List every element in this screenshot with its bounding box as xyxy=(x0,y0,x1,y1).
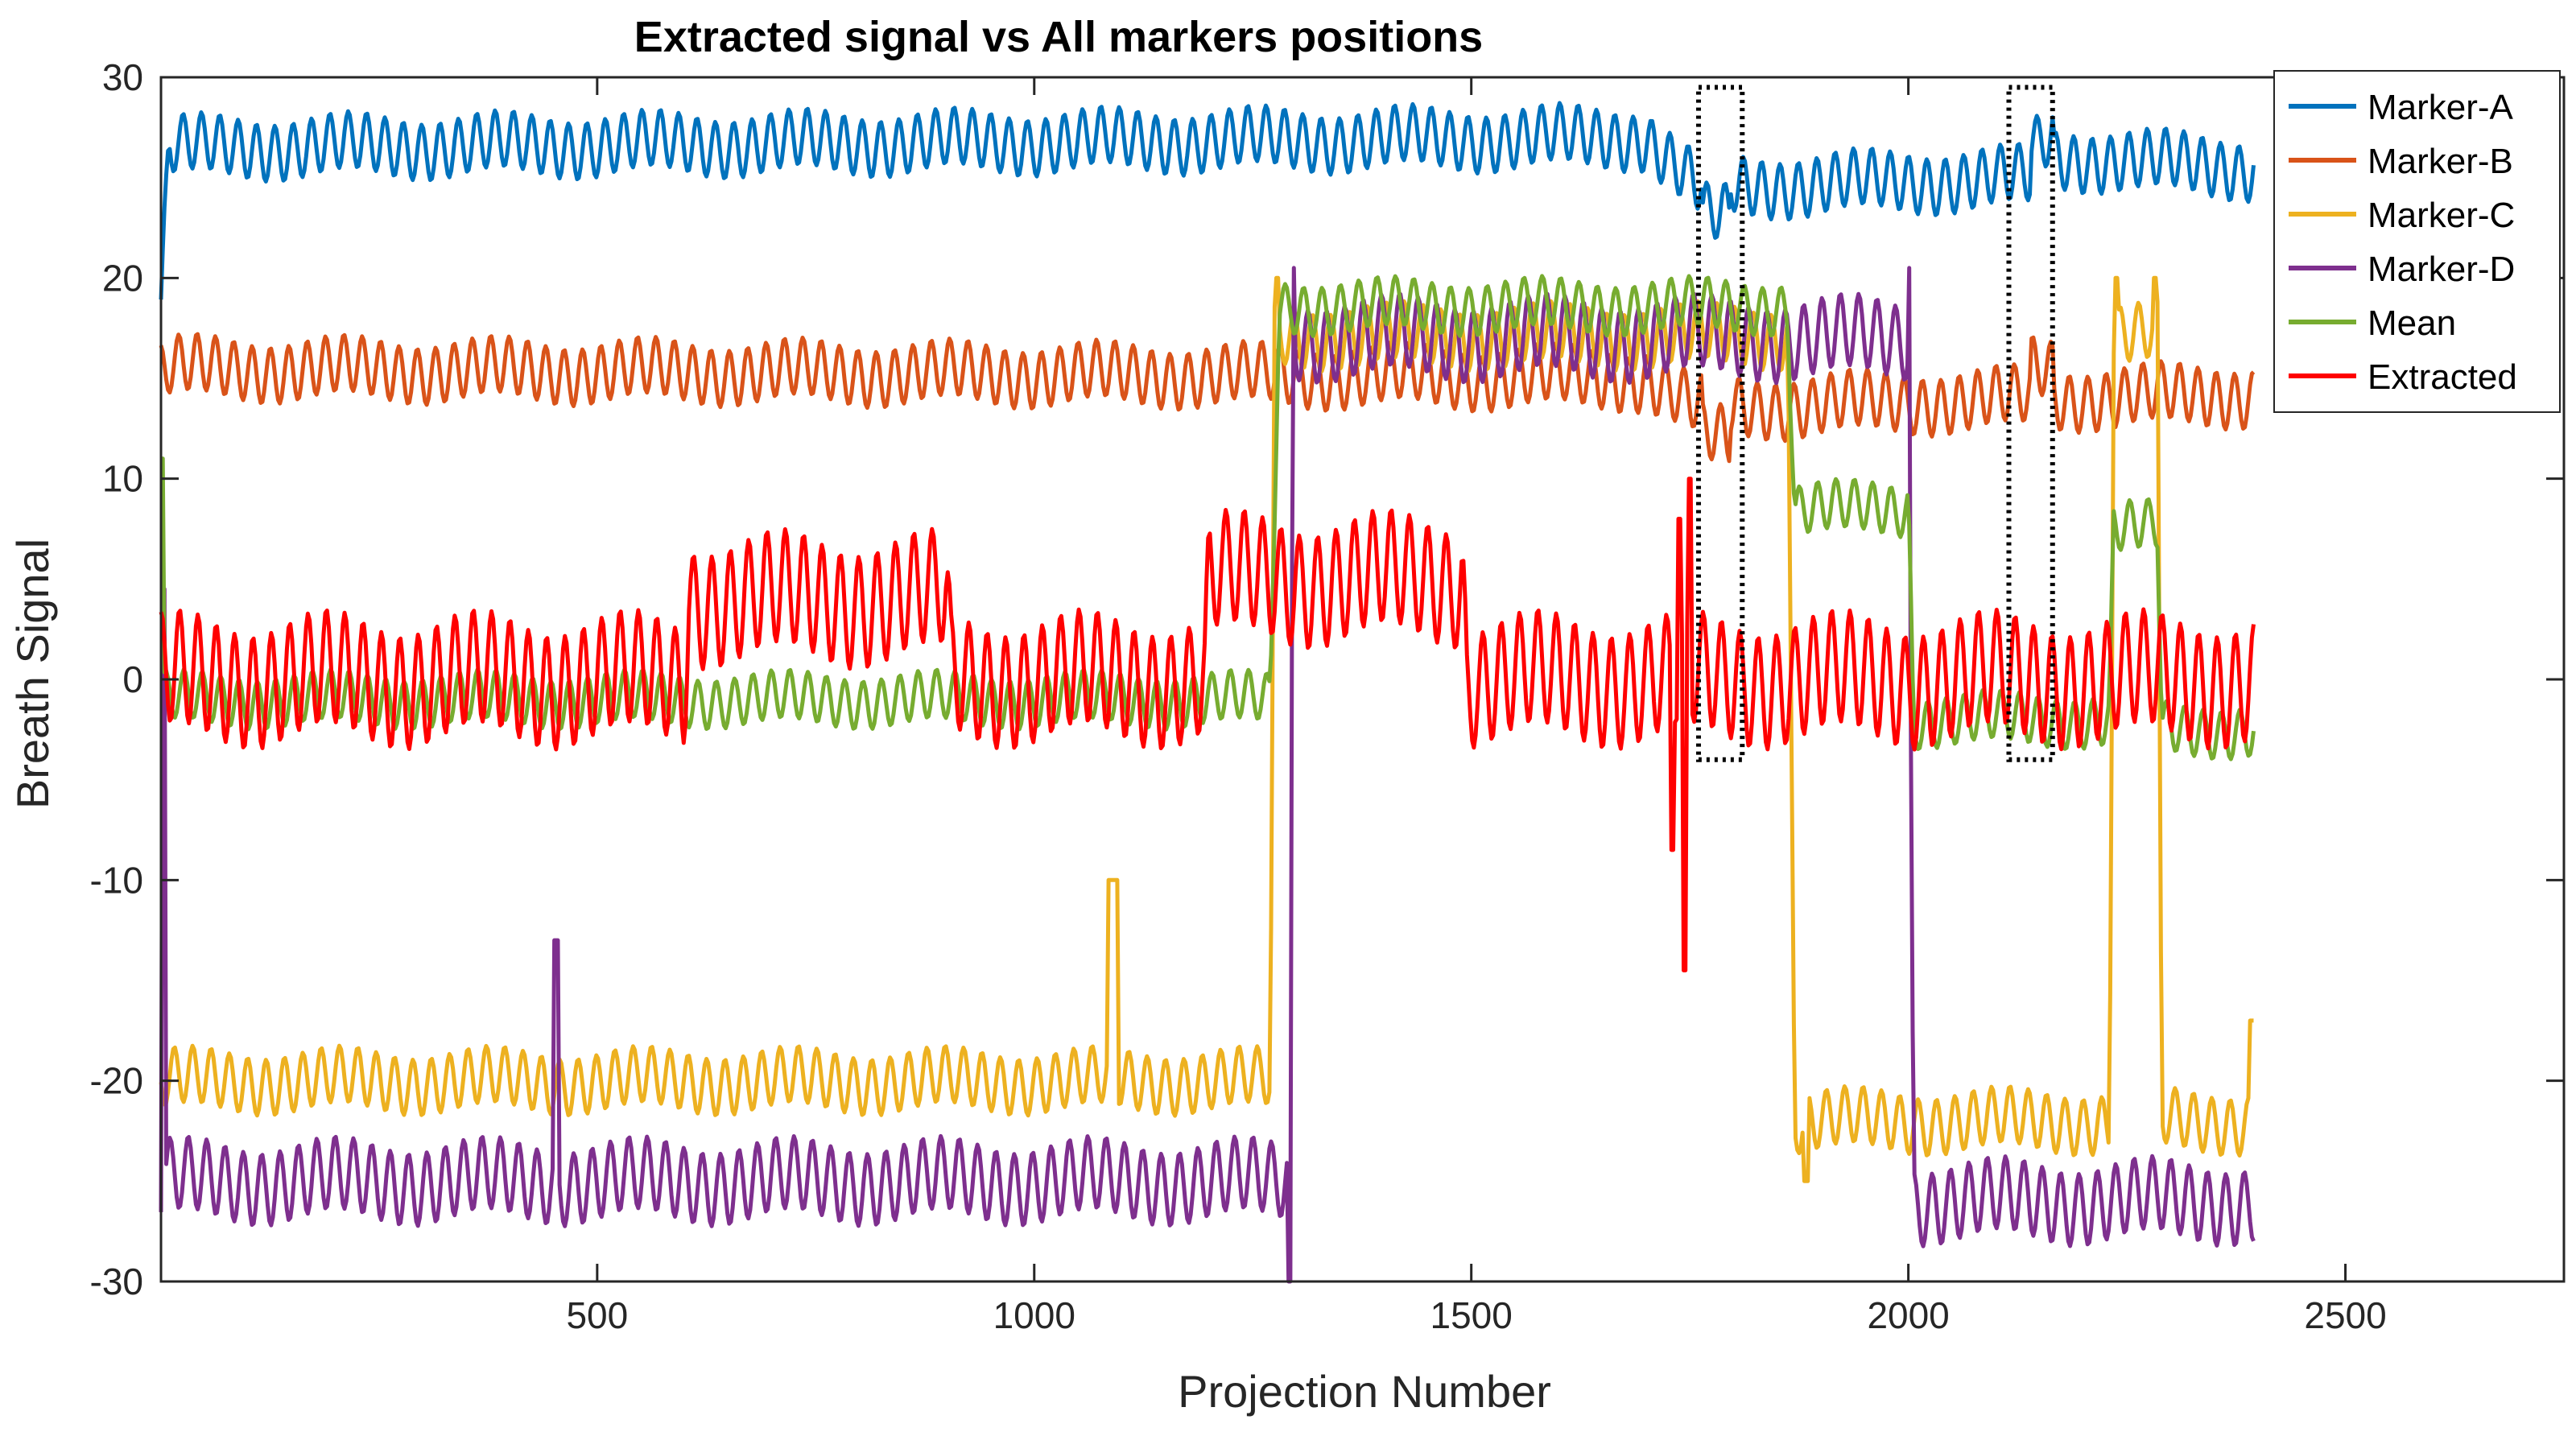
legend-label: Marker-B xyxy=(2368,142,2513,181)
x-tick-label: 2000 xyxy=(1867,1294,1949,1336)
x-tick-label: 500 xyxy=(566,1294,628,1336)
y-tick-label: 0 xyxy=(122,658,143,700)
legend-label: Extracted xyxy=(2368,357,2517,397)
series-line-mean xyxy=(160,274,2256,761)
legend-label: Marker-A xyxy=(2368,88,2514,127)
legend-label: Marker-D xyxy=(2368,250,2515,289)
y-tick-label: 20 xyxy=(102,257,143,299)
series-line-marker-b xyxy=(159,332,2256,464)
annotation-layer xyxy=(1696,85,2055,762)
legend: Marker-A Marker-B Marker-C Marker-D Mean Extr… xyxy=(2273,70,2561,413)
series-line-extracted xyxy=(159,477,2256,972)
y-tick-label: -20 xyxy=(90,1060,143,1102)
annotation-box xyxy=(1696,85,1745,762)
annotation-box xyxy=(2006,85,2055,762)
tick-layer: 500 1000 1500 2000 2500 -30 -20 -10 0 10 20 30 xyxy=(90,56,2564,1336)
x-tick-label: 2500 xyxy=(2304,1294,2386,1336)
plot-area: 500 1000 1500 2000 2500 -30 -20 -10 0 10 20 30 xyxy=(90,56,2566,1336)
legend-box xyxy=(2273,70,2561,413)
y-tick-label: -10 xyxy=(90,859,143,901)
series-line-marker-a xyxy=(159,101,2256,300)
series-line-marker-d xyxy=(159,266,2256,1284)
y-tick-label: -30 xyxy=(90,1261,143,1302)
legend-label: Mean xyxy=(2368,303,2456,343)
y-tick-label: 30 xyxy=(102,56,143,98)
y-tick-label: 10 xyxy=(102,458,143,500)
x-tick-label: 1000 xyxy=(993,1294,1075,1336)
series-line-marker-c xyxy=(159,275,2254,1183)
series-layer xyxy=(159,101,2256,1284)
y-axis-label: Breath Signal xyxy=(7,539,58,809)
x-axis-label: Projection Number xyxy=(1178,1366,1551,1417)
legend-items: Marker-A Marker-B Marker-C Marker-D Mean Extr… xyxy=(2289,88,2517,397)
chart-title: Extracted signal vs All markers position… xyxy=(634,13,1483,61)
legend-label: Marker-C xyxy=(2368,196,2515,235)
x-tick-label: 1500 xyxy=(1430,1294,1513,1336)
